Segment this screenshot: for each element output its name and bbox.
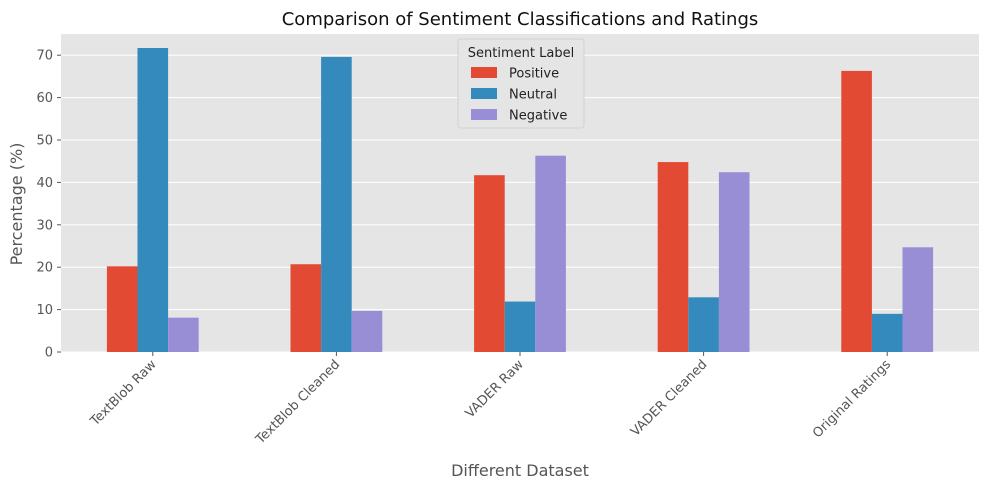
bar-positive-vader-cleaned — [657, 162, 689, 352]
bar-negative-vader-cleaned — [718, 172, 750, 352]
bar-neutral-textblob-raw — [137, 47, 169, 352]
bar-positive-original-ratings — [841, 70, 872, 352]
bar-neutral-textblob-cleaned — [321, 56, 352, 353]
y-tick-label: 20 — [36, 261, 53, 276]
x-tick-label: Original Ratings — [810, 357, 894, 441]
y-tick-label: 30 — [36, 218, 53, 233]
legend-label-negative: Negative — [509, 109, 567, 124]
x-axis-ticks: TextBlob Raw TextBlob Cleaned VADER Raw VAD… — [87, 352, 894, 448]
y-tick-label: 70 — [36, 49, 53, 64]
x-axis-label: Different Dataset — [451, 461, 589, 480]
bars — [106, 47, 934, 353]
bar-neutral-original-ratings — [871, 313, 903, 352]
x-tick-label: TextBlob Raw — [87, 357, 160, 430]
legend-label-positive: Positive — [509, 67, 559, 82]
bar-negative-vader-raw — [535, 155, 566, 352]
y-tick-label: 0 — [45, 346, 53, 361]
bar-positive-textblob-raw — [106, 266, 138, 352]
bar-negative-original-ratings — [902, 247, 934, 352]
legend-box — [457, 38, 585, 129]
y-tick-label: 50 — [36, 134, 53, 149]
legend-swatch-positive — [471, 67, 497, 78]
y-tick-label: 40 — [36, 176, 53, 191]
legend-label-neutral: Neutral — [509, 88, 557, 103]
y-axis-label: Percentage (%) — [7, 143, 26, 266]
bar-positive-vader-raw — [474, 175, 505, 352]
legend-swatch-negative — [471, 109, 497, 120]
legend-items: Positive Neutral Negative — [471, 67, 567, 124]
y-axis-ticks: 0 10 20 30 40 50 60 70 — [36, 49, 61, 361]
legend-swatch-neutral — [471, 88, 497, 99]
bar-negative-textblob-cleaned — [351, 310, 383, 352]
bar-negative-textblob-raw — [168, 317, 199, 352]
y-tick-label: 10 — [36, 303, 53, 318]
x-tick-label: VADER Cleaned — [628, 357, 710, 439]
x-tick-label: TextBlob Cleaned — [252, 357, 343, 448]
legend: Sentiment Label Positive Neutral Negative — [457, 38, 585, 129]
chart-title: Comparison of Sentiment Classifications … — [282, 9, 759, 30]
bar-positive-textblob-cleaned — [290, 264, 322, 352]
x-tick-label: VADER Raw — [463, 357, 527, 421]
y-tick-label: 60 — [36, 91, 53, 106]
legend-title: Sentiment Label — [468, 46, 574, 61]
bar-neutral-vader-raw — [504, 301, 536, 352]
bar-neutral-vader-cleaned — [688, 297, 719, 352]
